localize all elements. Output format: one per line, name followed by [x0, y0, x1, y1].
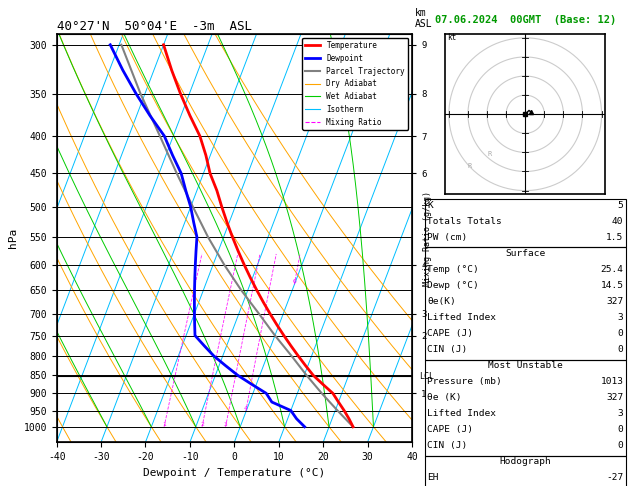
Text: PW (cm): PW (cm): [427, 233, 467, 242]
Text: LCL: LCL: [419, 372, 434, 381]
Text: 25.4: 25.4: [600, 265, 623, 274]
Text: 327: 327: [606, 393, 623, 402]
Text: 3: 3: [618, 409, 623, 418]
Text: Lifted Index: Lifted Index: [427, 313, 496, 322]
Text: Hodograph: Hodograph: [499, 457, 551, 467]
Text: 6: 6: [292, 279, 296, 284]
Text: Totals Totals: Totals Totals: [427, 217, 502, 226]
Text: 40°27'N  50°04'E  -3m  ASL: 40°27'N 50°04'E -3m ASL: [57, 20, 252, 33]
Text: 4: 4: [244, 406, 248, 411]
Text: 2: 2: [200, 422, 204, 427]
Text: 0: 0: [618, 441, 623, 451]
Text: θe(K): θe(K): [427, 297, 456, 306]
Legend: Temperature, Dewpoint, Parcel Trajectory, Dry Adiabat, Wet Adiabat, Isotherm, Mi: Temperature, Dewpoint, Parcel Trajectory…: [302, 38, 408, 130]
Y-axis label: hPa: hPa: [8, 228, 18, 248]
Text: Surface: Surface: [505, 249, 545, 258]
Text: 327: 327: [606, 297, 623, 306]
Text: Most Unstable: Most Unstable: [488, 361, 562, 370]
Text: 0: 0: [618, 425, 623, 434]
Text: 3: 3: [618, 313, 623, 322]
Text: Mixing Ratio (g/kg): Mixing Ratio (g/kg): [423, 191, 432, 286]
Text: 1013: 1013: [600, 377, 623, 386]
Text: CAPE (J): CAPE (J): [427, 329, 473, 338]
Text: 0: 0: [618, 345, 623, 354]
Text: Lifted Index: Lifted Index: [427, 409, 496, 418]
Text: 40: 40: [612, 217, 623, 226]
Text: R: R: [468, 163, 472, 169]
Text: K: K: [427, 201, 433, 210]
Text: 3: 3: [224, 422, 228, 427]
Text: CIN (J): CIN (J): [427, 441, 467, 451]
Text: 5: 5: [618, 201, 623, 210]
Text: θe (K): θe (K): [427, 393, 462, 402]
Text: Temp (°C): Temp (°C): [427, 265, 479, 274]
X-axis label: Dewpoint / Temperature (°C): Dewpoint / Temperature (°C): [143, 468, 325, 478]
Text: CAPE (J): CAPE (J): [427, 425, 473, 434]
Text: kt: kt: [447, 33, 456, 42]
Text: 14.5: 14.5: [600, 281, 623, 290]
Text: 07.06.2024  00GMT  (Base: 12): 07.06.2024 00GMT (Base: 12): [435, 15, 616, 25]
Text: EH: EH: [427, 473, 438, 483]
Text: 0: 0: [618, 329, 623, 338]
Text: R: R: [487, 151, 491, 157]
Text: 1.5: 1.5: [606, 233, 623, 242]
Text: Pressure (mb): Pressure (mb): [427, 377, 502, 386]
Text: km
ASL: km ASL: [415, 8, 433, 29]
Text: 1: 1: [162, 422, 166, 427]
Text: CIN (J): CIN (J): [427, 345, 467, 354]
Text: -27: -27: [606, 473, 623, 483]
Text: Dewp (°C): Dewp (°C): [427, 281, 479, 290]
